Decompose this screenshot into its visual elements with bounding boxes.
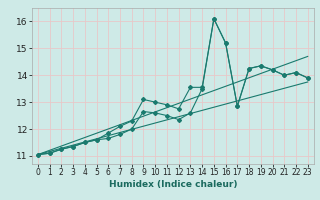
X-axis label: Humidex (Indice chaleur): Humidex (Indice chaleur) [108, 180, 237, 189]
